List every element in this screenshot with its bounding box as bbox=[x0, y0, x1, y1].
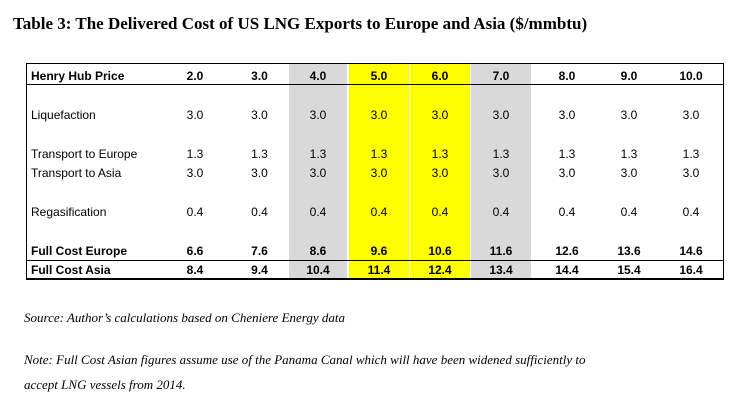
table-cell: 1.3 bbox=[558, 147, 576, 161]
row-label: Transport to Europe bbox=[31, 147, 138, 161]
table-cell: 9.6 bbox=[370, 244, 388, 258]
table-cell: 3.0 bbox=[186, 166, 204, 180]
table-cell: 10.6 bbox=[428, 244, 452, 258]
table-cell: 14.6 bbox=[679, 244, 703, 258]
footnote-line-1: Note: Full Cost Asian figures assume use… bbox=[24, 352, 586, 367]
footnote-line-2: accept LNG vessels from 2014. bbox=[24, 377, 186, 392]
row-label: Regasification bbox=[31, 205, 107, 219]
table-row: Henry Hub Price 2.0 3.0 4.0 5.0 6.0 7.0 8.0 9.0 1… bbox=[27, 68, 723, 84]
table-cell: 3.0 bbox=[251, 166, 268, 180]
table-cell: 1.3 bbox=[309, 147, 327, 161]
table-cell: 13.6 bbox=[617, 244, 641, 258]
table-cell: 3.0 bbox=[309, 166, 327, 180]
cost-table: Henry Hub Price 2.0 3.0 4.0 5.0 6.0 7.0 8.0 9.0 1… bbox=[26, 63, 724, 280]
column-highlight-yellow bbox=[349, 64, 409, 279]
table-cell: 3.0 bbox=[558, 108, 576, 122]
table-cell: 5.0 bbox=[370, 69, 388, 83]
table-cell: 3.0 bbox=[492, 166, 510, 180]
table-cell: 3.0 bbox=[370, 166, 388, 180]
table-cell: 15.4 bbox=[617, 263, 641, 277]
table-cell: 1.3 bbox=[492, 147, 510, 161]
table-cell: 12.6 bbox=[555, 244, 579, 258]
table-cell: 7.0 bbox=[492, 69, 510, 83]
table-cell: 13.4 bbox=[489, 263, 513, 277]
row-label: Transport to Asia bbox=[31, 166, 122, 180]
table-cell: 0.4 bbox=[309, 205, 327, 219]
table-cell: 1.3 bbox=[186, 147, 204, 161]
row-label: Full Cost Europe bbox=[31, 244, 127, 258]
table-cell: 7.6 bbox=[251, 244, 268, 258]
table-cell: 0.4 bbox=[431, 205, 449, 219]
table-cell: 11.4 bbox=[367, 263, 391, 277]
table-cell: 3.0 bbox=[251, 108, 268, 122]
table-cell: 3.0 bbox=[431, 108, 449, 122]
table-cell: 10.0 bbox=[679, 69, 703, 83]
table-cell: 1.3 bbox=[251, 147, 268, 161]
source-note: Source: Author’s calculations based on C… bbox=[24, 310, 345, 325]
table-cell: 10.4 bbox=[306, 263, 330, 277]
table-title: Table 3: The Delivered Cost of US LNG Ex… bbox=[13, 14, 588, 33]
table-cell: 9.0 bbox=[620, 69, 638, 83]
table-cell: 3.0 bbox=[251, 69, 268, 83]
table-cell: 16.4 bbox=[679, 263, 703, 277]
table-cell: 8.6 bbox=[309, 244, 327, 258]
table-cell: 14.4 bbox=[555, 263, 579, 277]
table-cell: 6.6 bbox=[186, 244, 204, 258]
column-highlight-gray bbox=[471, 64, 531, 279]
table-cell: 3.0 bbox=[309, 108, 327, 122]
table-cell: 1.3 bbox=[431, 147, 449, 161]
column-highlight-yellow bbox=[410, 64, 470, 279]
table-row: Full Cost Asia 8.4 9.4 10.4 11.4 12.4 13.4 14.4… bbox=[27, 262, 723, 278]
table-cell: 0.4 bbox=[370, 205, 388, 219]
column-highlight-gray bbox=[289, 64, 347, 279]
table-row: Regasification 0.4 0.4 0.4 0.4 0.4 0.4 0.4 0.4 0.… bbox=[27, 204, 723, 220]
table-cell: 3.0 bbox=[620, 166, 638, 180]
row-label: Henry Hub Price bbox=[31, 69, 125, 83]
table-cell: 11.6 bbox=[489, 244, 513, 258]
table-cell: 1.3 bbox=[620, 147, 638, 161]
table-cell: 0.4 bbox=[186, 205, 204, 219]
table-cell: 1.3 bbox=[682, 147, 700, 161]
table-cell: 12.4 bbox=[428, 263, 452, 277]
table-cell: 3.0 bbox=[370, 108, 388, 122]
table-cell: 9.4 bbox=[251, 263, 268, 277]
table-row: Liquefaction 3.0 3.0 3.0 3.0 3.0 3.0 3.0 3.0 3.0 bbox=[27, 107, 723, 123]
table-cell: 3.0 bbox=[682, 166, 700, 180]
table-cell: 0.4 bbox=[492, 205, 510, 219]
table-cell: 3.0 bbox=[431, 166, 449, 180]
table-cell: 3.0 bbox=[682, 108, 700, 122]
table-row: Transport to Europe 1.3 1.3 1.3 1.3 1.3 1.3 1.3… bbox=[27, 146, 723, 162]
row-label: Full Cost Asia bbox=[31, 263, 111, 277]
table-cell: 3.0 bbox=[492, 108, 510, 122]
table-cell: 6.0 bbox=[431, 69, 449, 83]
table-cell: 0.4 bbox=[620, 205, 638, 219]
table-cell: 0.4 bbox=[682, 205, 700, 219]
table-cell: 3.0 bbox=[558, 166, 576, 180]
row-label: Liquefaction bbox=[31, 108, 96, 122]
table-cell: 3.0 bbox=[620, 108, 638, 122]
table-rule bbox=[27, 278, 723, 279]
table-cell: 1.3 bbox=[370, 147, 388, 161]
table-cell: 2.0 bbox=[186, 69, 204, 83]
table-cell: 0.4 bbox=[251, 205, 268, 219]
table-cell: 8.4 bbox=[186, 263, 204, 277]
table-row: Transport to Asia 3.0 3.0 3.0 3.0 3.0 3.0 3.0 3.… bbox=[27, 165, 723, 181]
table-row: Full Cost Europe 6.6 7.6 8.6 9.6 10.6 11.6 12.6… bbox=[27, 243, 723, 259]
table-rule bbox=[27, 84, 723, 85]
table-cell: 8.0 bbox=[558, 69, 576, 83]
table-cell: 0.4 bbox=[558, 205, 576, 219]
table-cell: 4.0 bbox=[309, 69, 327, 83]
table-rule bbox=[27, 260, 723, 261]
table-cell: 3.0 bbox=[186, 108, 204, 122]
